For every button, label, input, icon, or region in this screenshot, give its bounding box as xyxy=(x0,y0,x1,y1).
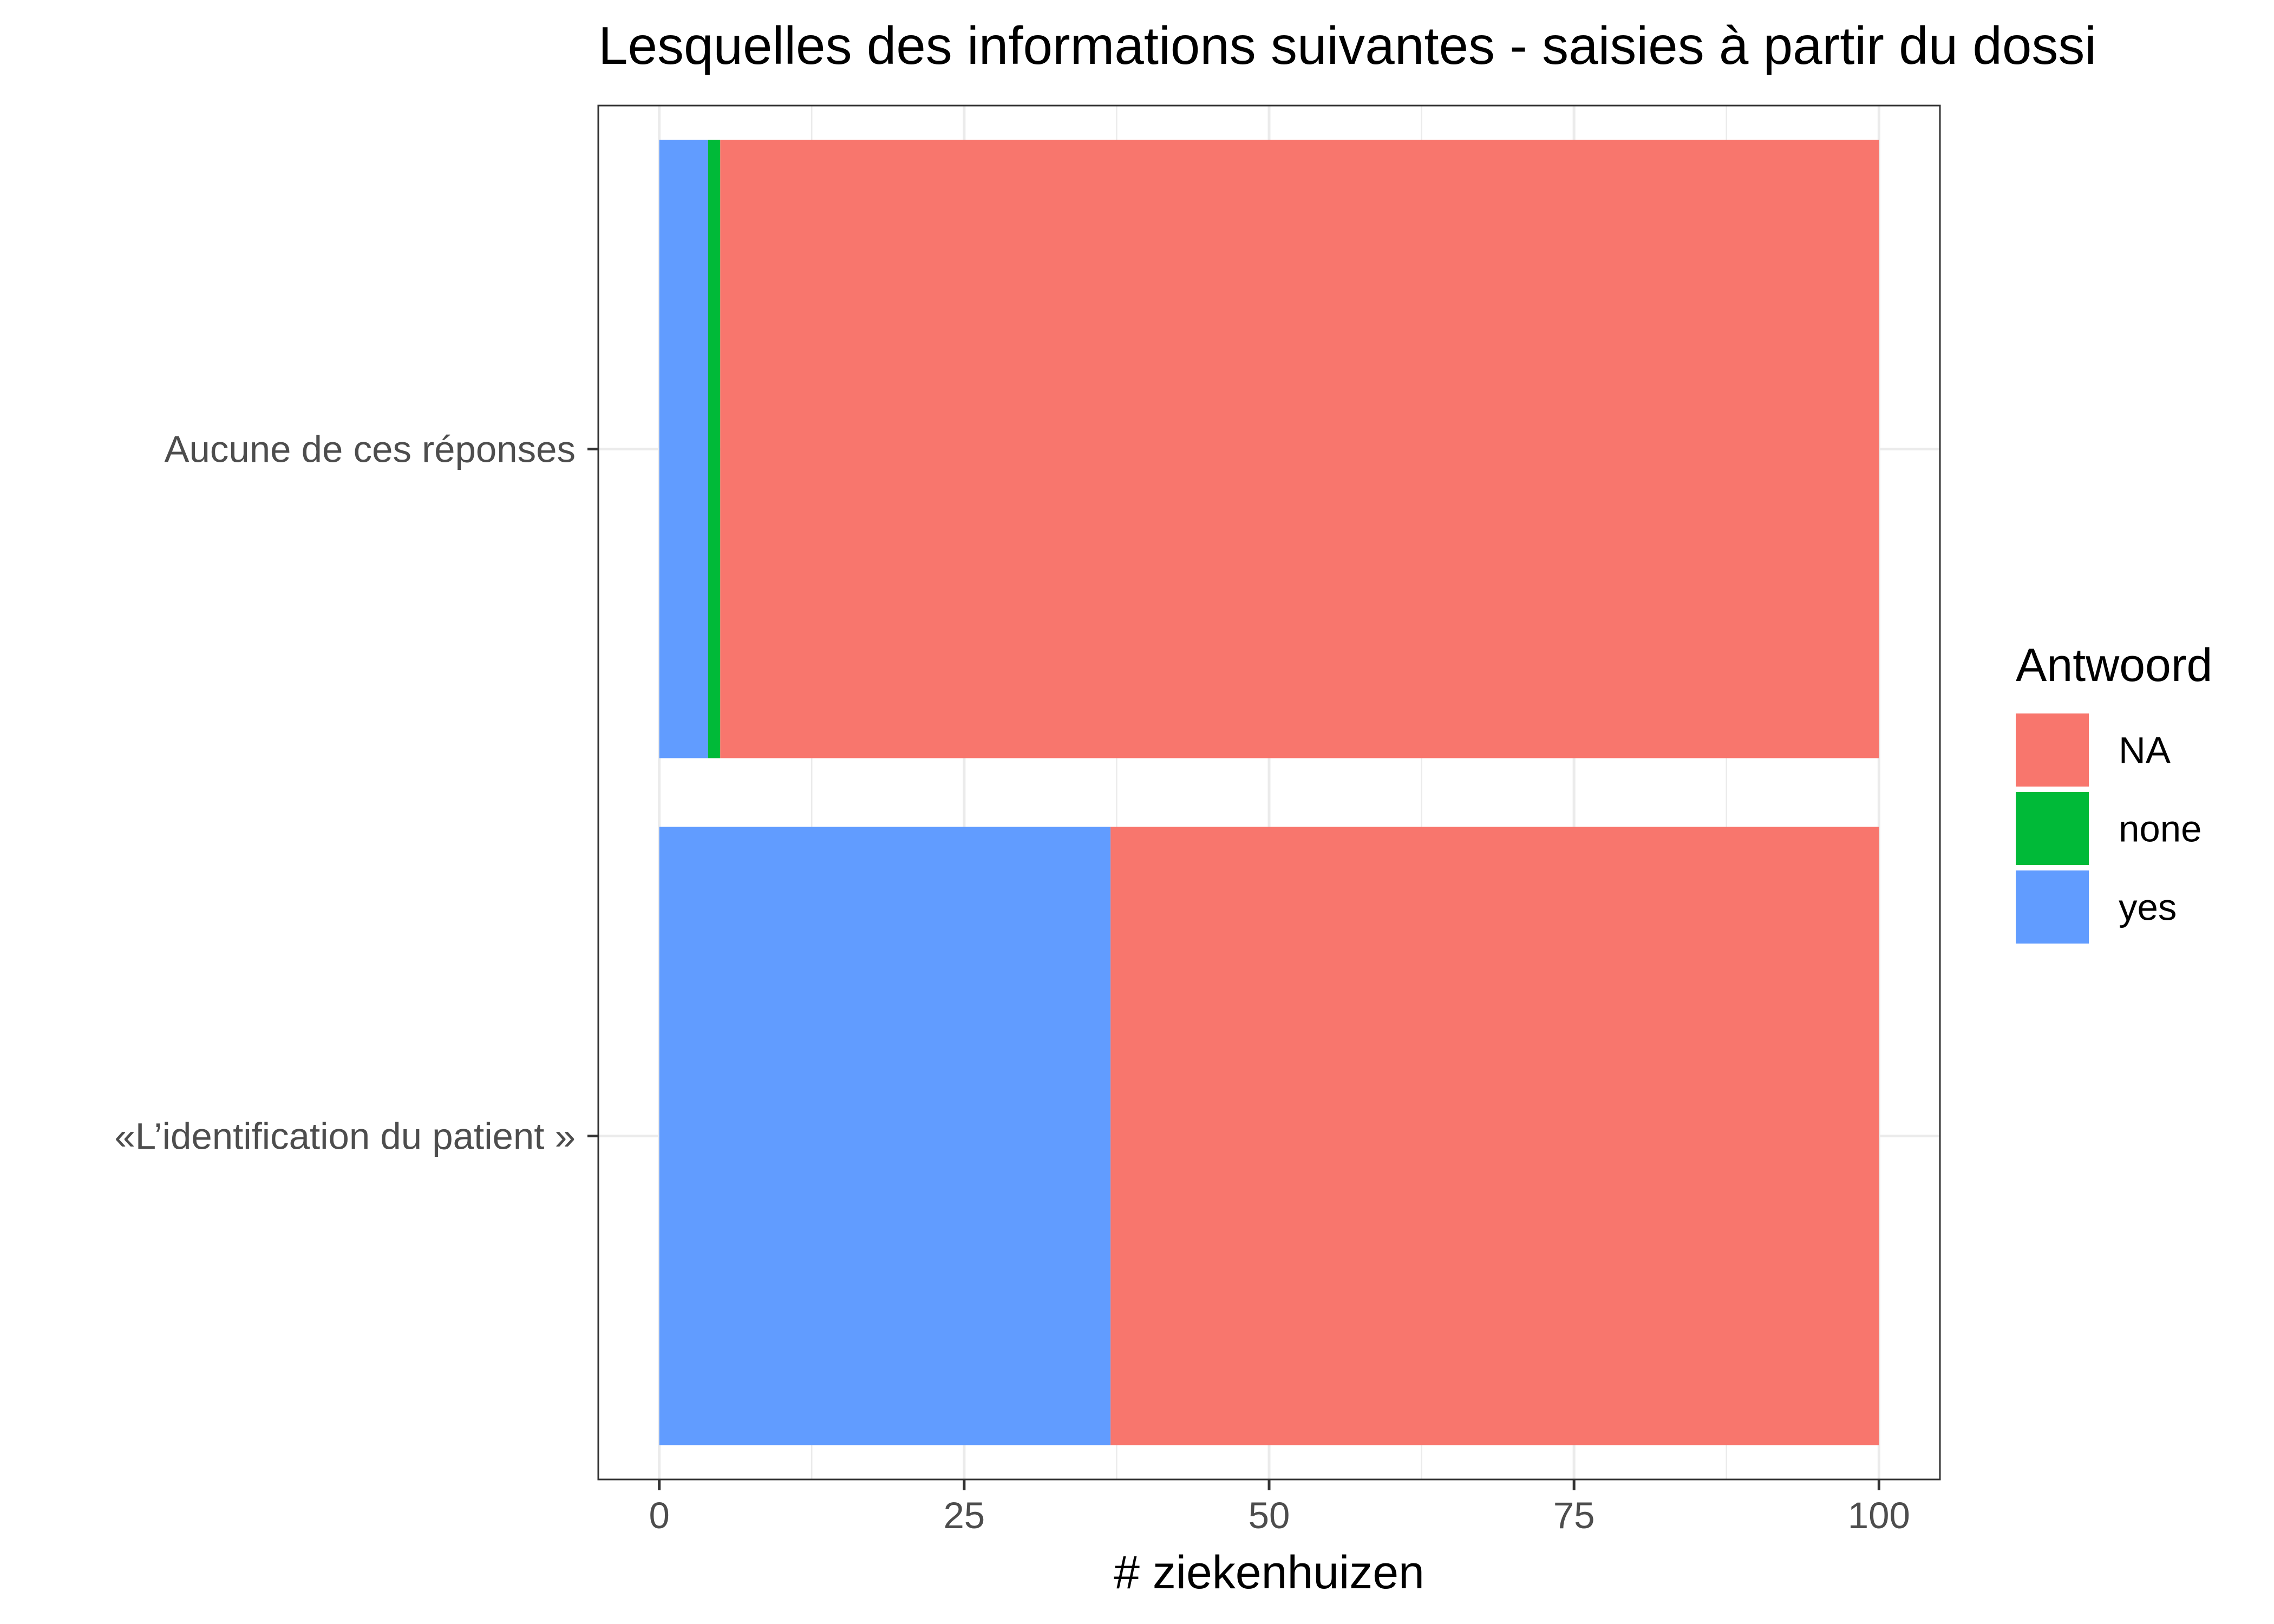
y-tick-label: «L’identification du patient » xyxy=(114,1116,576,1157)
chart-title: Lesquelles des informations suivantes - … xyxy=(598,16,2096,75)
legend-title: Antwoord xyxy=(2016,639,2212,691)
bar-segment-none xyxy=(708,140,721,758)
bar-segment-yes xyxy=(659,140,708,758)
x-tick-label: 50 xyxy=(1249,1495,1290,1536)
legend-label: none xyxy=(2119,808,2202,850)
legend-label: yes xyxy=(2119,887,2177,928)
legend-key-na xyxy=(2016,713,2089,787)
x-tick-label: 25 xyxy=(943,1495,985,1536)
legend-label: NA xyxy=(2119,730,2171,771)
x-axis-title: # ziekenhuizen xyxy=(1114,1547,1424,1599)
legend: Antwoord NA none yes xyxy=(2016,639,2212,944)
y-tick-label: Aucune de ces réponses xyxy=(164,429,576,470)
bars xyxy=(659,140,1879,1445)
legend-key-none xyxy=(2016,792,2089,865)
legend-key-yes xyxy=(2016,870,2089,944)
y-axis: Aucune de ces réponses «L’identification … xyxy=(114,429,598,1157)
bar-segment-na xyxy=(1110,827,1879,1445)
bar-segment-na xyxy=(720,140,1879,758)
x-tick-label: 0 xyxy=(649,1495,669,1536)
x-axis: 0 25 50 75 100 xyxy=(649,1479,1910,1536)
bar-segment-yes xyxy=(659,827,1111,1445)
x-tick-label: 100 xyxy=(1848,1495,1910,1536)
x-tick-label: 75 xyxy=(1553,1495,1595,1536)
